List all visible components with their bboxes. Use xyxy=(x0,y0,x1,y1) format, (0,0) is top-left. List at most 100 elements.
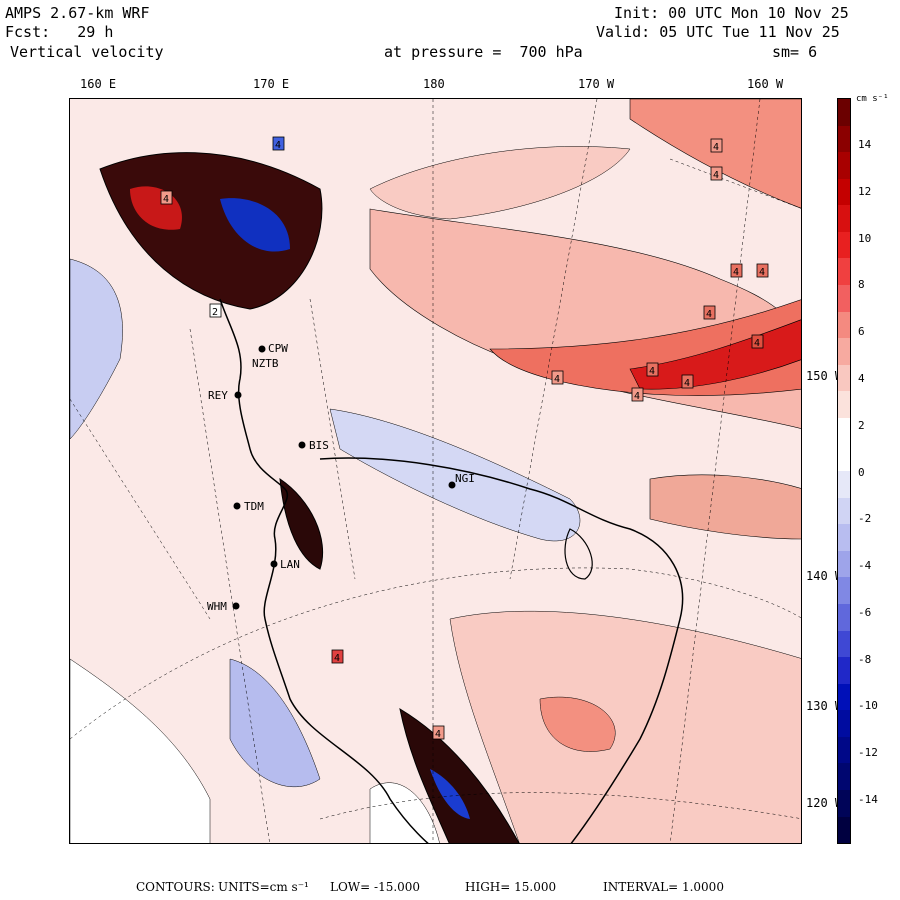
colorbar-segment xyxy=(838,99,850,126)
colorbar-tick-label: -2 xyxy=(858,512,872,526)
colorbar-segment xyxy=(838,231,850,259)
contour-label-box: 4 xyxy=(713,170,719,181)
forecast-hour: Fcst: 29 h xyxy=(5,23,114,41)
colorbar-segment xyxy=(838,444,850,472)
colorbar-segment xyxy=(838,152,850,179)
downdraft-west xyxy=(70,258,123,440)
white-plateau xyxy=(369,782,440,843)
contour-label-box: 2 xyxy=(212,307,218,318)
colorbar-segment xyxy=(838,338,850,365)
lat-label-130w: 130 W xyxy=(806,699,843,713)
downdraft-coast xyxy=(229,658,321,788)
colorbar-segment xyxy=(838,285,850,312)
contour-label-box: 4 xyxy=(634,391,640,402)
lon-label-160e: 160 E xyxy=(80,77,117,91)
colorbar-segment xyxy=(838,311,850,339)
field-name: Vertical velocity xyxy=(10,43,164,61)
lat-label-150w: 150 W xyxy=(806,369,843,383)
contour-label-box: 4 xyxy=(759,267,765,278)
station-dot-lan xyxy=(270,560,278,568)
contour-label-box: 4 xyxy=(275,140,281,151)
stations: CPW NZTB REY BIS NGI TDM LAN WHM xyxy=(207,342,475,613)
ice-shelf-front xyxy=(319,457,684,843)
contour-label-box: 4 xyxy=(754,338,760,349)
colorbar-tick-label: -6 xyxy=(858,605,872,619)
colorbar-tick-label: -14 xyxy=(858,793,878,806)
colorbar-tick-label: -10 xyxy=(858,699,878,713)
lat-label-120w: 120 W xyxy=(806,796,843,810)
colorbar xyxy=(837,98,851,844)
station-dot-rey xyxy=(234,391,242,399)
colorbar-segment xyxy=(838,550,850,578)
contour-label-box: 4 xyxy=(684,378,690,389)
station-label-bis: BIS xyxy=(309,439,329,452)
colorbar-segment xyxy=(838,630,850,658)
station-label-rey: REY xyxy=(208,389,228,402)
colorbar-tick-label: 0 xyxy=(858,465,865,479)
colorbar-tick-label: 2 xyxy=(858,418,865,432)
colorbar-segment xyxy=(838,471,850,498)
mountains-north-blue xyxy=(220,198,290,252)
colorbar-segment xyxy=(838,816,850,844)
map-panel: CPW NZTB REY BIS NGI TDM LAN WHM 4 4 4 4… xyxy=(69,98,802,844)
colorbar-tick-label: 4 xyxy=(858,371,865,385)
station-label-ngi: NGI xyxy=(455,472,475,485)
updraft-south-patch xyxy=(539,696,616,752)
station-label-lan: LAN xyxy=(280,558,300,571)
contour-label-box: 4 xyxy=(733,267,739,278)
station-dot-whm xyxy=(232,602,240,610)
model-title: AMPS 2.67-km WRF xyxy=(5,4,150,22)
station-label-nztb: NZTB xyxy=(252,357,279,370)
downdraft-ross-band xyxy=(329,408,581,542)
footer-interval: INTERVAL= 1.0000 xyxy=(603,880,724,894)
colorbar-segment xyxy=(838,657,850,684)
colorbar-tick-label: 14 xyxy=(858,138,872,151)
map-svg: CPW NZTB REY BIS NGI TDM LAN WHM 4 4 4 4… xyxy=(70,99,801,843)
colorbar-tick-label: 12 xyxy=(858,184,872,198)
colorbar-tick-label: -4 xyxy=(858,559,872,573)
footer-contours-label: CONTOURS: xyxy=(136,880,215,894)
colorbar-segment xyxy=(838,577,850,604)
colorbar-units: cm s⁻¹ xyxy=(856,94,889,104)
colorbar-segment xyxy=(838,364,850,392)
colorbar-segment xyxy=(838,763,850,791)
updraft-mid-north xyxy=(369,146,631,220)
station-label-cpw: CPW xyxy=(268,342,288,355)
lon-label-180: 180 xyxy=(423,77,445,91)
colorbar-tick-label: 6 xyxy=(858,325,865,339)
contour-label-box: 4 xyxy=(706,309,712,320)
colorbar-segment xyxy=(838,524,850,551)
valid-time: Valid: 05 UTC Tue 11 Nov 25 xyxy=(596,23,840,41)
mountains-north xyxy=(99,152,323,310)
colorbar-segment xyxy=(838,603,850,631)
colorbar-tick-label: 8 xyxy=(858,278,865,292)
colorbar-segment xyxy=(838,391,850,418)
init-time: Init: 00 UTC Mon 10 Nov 25 xyxy=(614,4,849,22)
colorbar-segment xyxy=(838,710,850,737)
colorbar-segment xyxy=(838,178,850,206)
colorbar-segment xyxy=(838,497,850,525)
colorbar-segment xyxy=(838,790,850,817)
station-label-tdm: TDM xyxy=(244,500,264,513)
colorbar-tick-label: -8 xyxy=(858,652,872,666)
updraft-south xyxy=(449,610,801,843)
contour-labels: 4 4 4 4 4 4 4 4 4 4 4 4 4 2 4 xyxy=(160,136,769,740)
station-dot-ngi xyxy=(448,481,456,489)
mountains-south xyxy=(399,707,520,843)
station-dot-cpw xyxy=(258,345,266,353)
footer-high: HIGH= 15.000 xyxy=(465,880,557,894)
colorbar-segment xyxy=(838,417,850,445)
colorbar-segment xyxy=(838,205,850,232)
contour-label-box: 4 xyxy=(649,366,655,377)
lon-label-170e: 170 E xyxy=(253,77,290,91)
colorbar-segment xyxy=(838,736,850,764)
station-label-whm: WHM xyxy=(207,600,227,613)
mountains-south-blue xyxy=(430,769,470,819)
mountains-east xyxy=(649,474,801,540)
colorbar-segment xyxy=(838,258,850,286)
station-dot-bis xyxy=(298,441,306,449)
footer-low: LOW= -15.000 xyxy=(330,880,421,894)
mountains-tam xyxy=(279,477,324,570)
colorbar-tick-label: -12 xyxy=(858,746,878,760)
lon-label-160w: 160 W xyxy=(747,77,784,91)
